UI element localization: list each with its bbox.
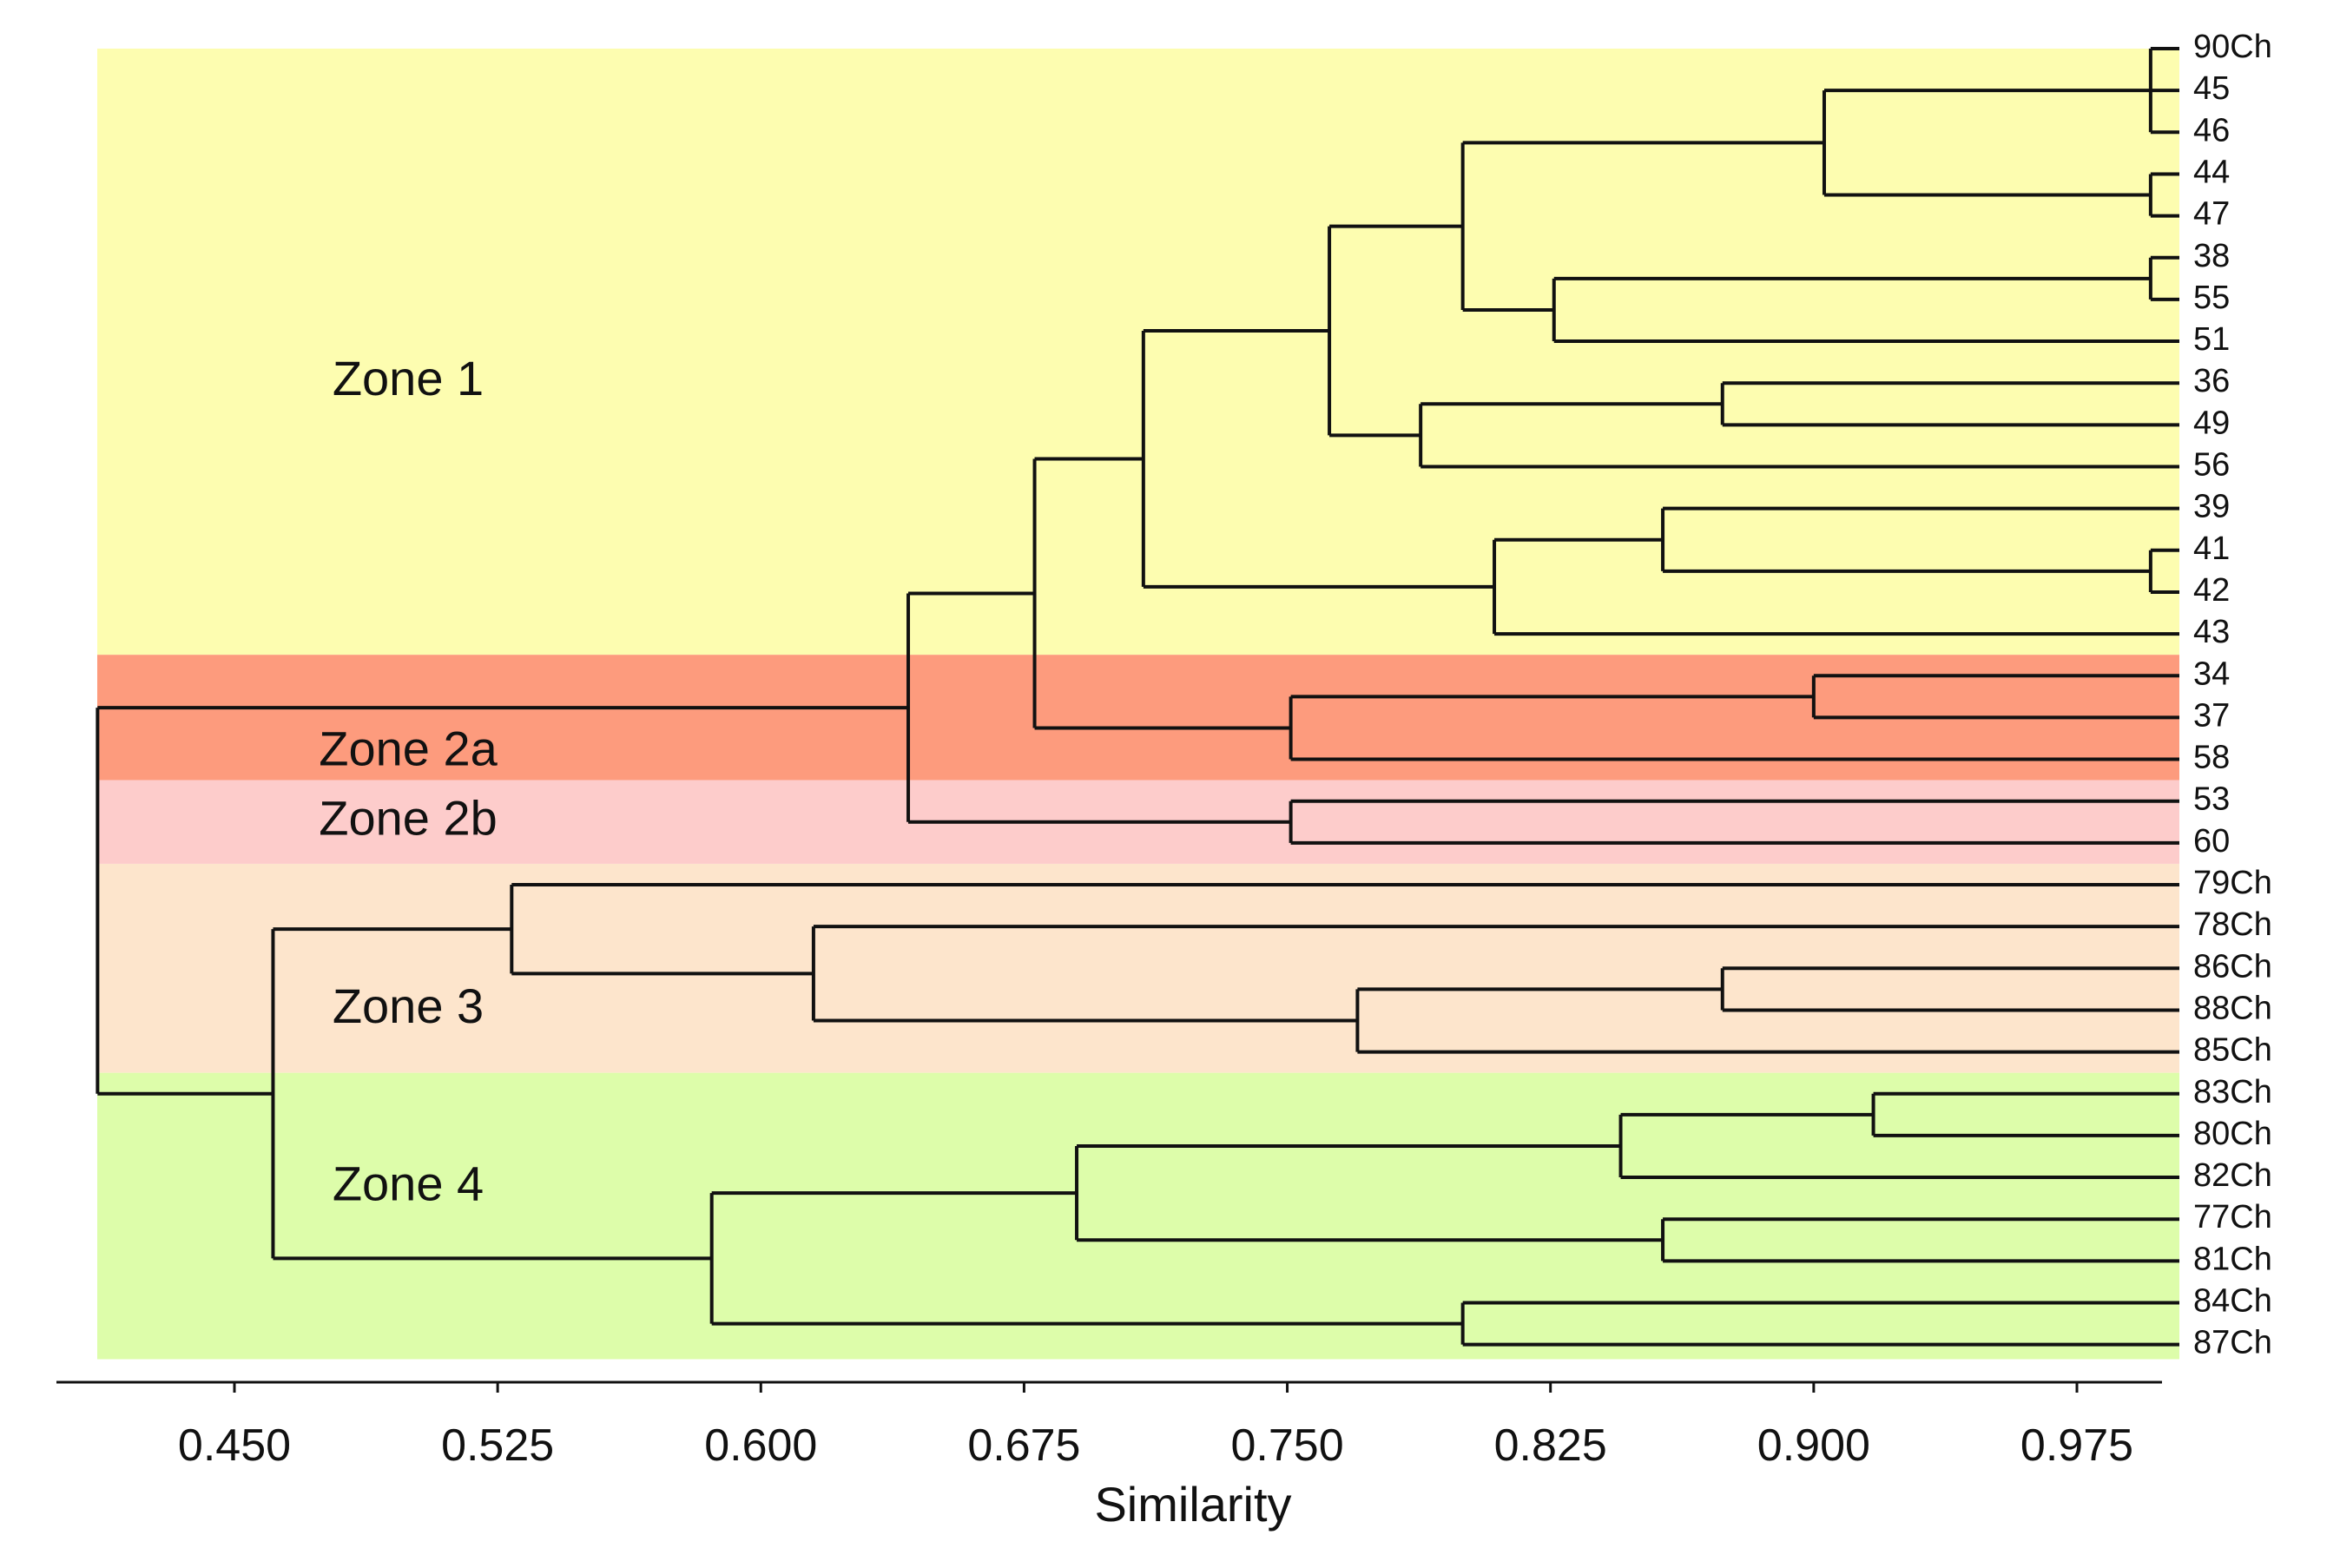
- leaf-label: 38: [2193, 238, 2230, 274]
- leaf-label: 37: [2193, 697, 2230, 734]
- x-tick-label: 0.675: [967, 1420, 1080, 1471]
- leaf-label: 34: [2193, 656, 2230, 692]
- leaf-label: 51: [2193, 321, 2230, 358]
- zone-labels: Zone 1 Zone 2a Zone 2b Zone 3 Zone 4: [319, 351, 498, 1211]
- leaf-label: 84Ch: [2193, 1283, 2272, 1320]
- leaf-labels: 90Ch 45 46 44 47 38 55 51 36 49 56 39 41 42 43 34 37 58 53…: [2193, 29, 2272, 1361]
- x-tick-label: 0.600: [704, 1420, 817, 1471]
- leaf-label: 45: [2193, 70, 2230, 107]
- leaf-label: 60: [2193, 823, 2230, 860]
- dendrogram-branches: [96, 47, 2179, 1347]
- x-tick-label: 0.525: [441, 1420, 554, 1471]
- leaf-label: 41: [2193, 530, 2230, 567]
- leaf-label: 39: [2193, 489, 2230, 525]
- leaf-label: 56: [2193, 447, 2230, 484]
- leaf-label: 80Ch: [2193, 1116, 2272, 1152]
- leaf-label: 87Ch: [2193, 1325, 2272, 1361]
- leaf-label: 58: [2193, 740, 2230, 776]
- x-axis-title: Similarity: [1094, 1477, 1291, 1532]
- leaf-label: 36: [2193, 363, 2230, 399]
- zone-label: Zone 2b: [319, 791, 498, 846]
- leaf-label: 42: [2193, 572, 2230, 609]
- x-tick-label: 0.450: [178, 1420, 291, 1471]
- leaf-label: 46: [2193, 112, 2230, 148]
- leaf-label: 90Ch: [2193, 29, 2272, 65]
- leaf-label: 79Ch: [2193, 865, 2272, 901]
- leaf-label: 82Ch: [2193, 1157, 2272, 1194]
- leaf-label: 81Ch: [2193, 1241, 2272, 1277]
- leaf-label: 85Ch: [2193, 1032, 2272, 1069]
- zone-band: [97, 49, 2179, 656]
- leaf-label: 78Ch: [2193, 906, 2272, 943]
- zone-band: [97, 1072, 2179, 1360]
- leaf-label: 44: [2193, 154, 2230, 190]
- zone-label: Zone 4: [333, 1156, 484, 1210]
- leaf-label: 88Ch: [2193, 990, 2272, 1026]
- leaf-label: 49: [2193, 405, 2230, 441]
- leaf-label: 83Ch: [2193, 1074, 2272, 1110]
- x-tick-label: 0.975: [2020, 1420, 2133, 1471]
- x-tick-label: 0.900: [1757, 1420, 1870, 1471]
- zone-label: Zone 1: [333, 351, 484, 405]
- leaf-label: 86Ch: [2193, 948, 2272, 985]
- leaf-label: 43: [2193, 614, 2230, 650]
- x-axis: 0.450 0.525 0.600 0.675 0.750 0.825 0.900 0.975: [56, 1380, 2162, 1471]
- x-tick-label: 0.750: [1231, 1420, 1344, 1471]
- x-tick-label: 0.825: [1494, 1420, 1607, 1471]
- zone-label: Zone 2a: [319, 721, 498, 776]
- leaf-label: 53: [2193, 781, 2230, 818]
- leaf-label: 55: [2193, 280, 2230, 316]
- leaf-label: 47: [2193, 196, 2230, 233]
- leaf-label: 77Ch: [2193, 1199, 2272, 1235]
- zone-label: Zone 3: [333, 978, 484, 1033]
